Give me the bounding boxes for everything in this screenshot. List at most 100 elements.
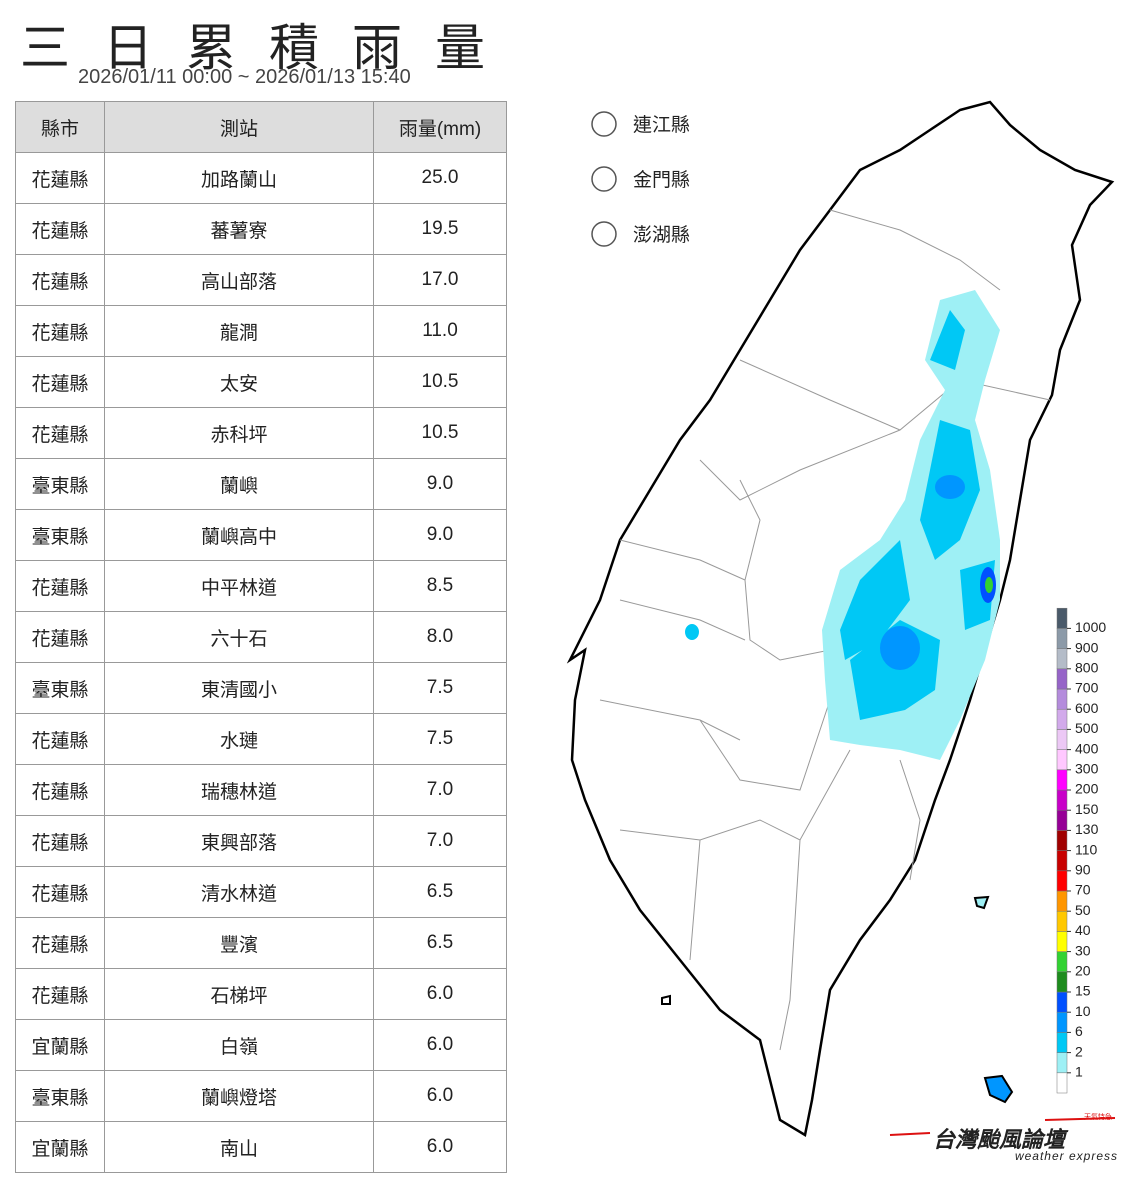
rainfall: 8.5 [373, 560, 507, 612]
legend-tick-label: 200 [1075, 781, 1099, 797]
title: 三日累積雨量 [20, 20, 518, 76]
legend-swatch [1056, 890, 1068, 912]
legend-swatch [1056, 1032, 1068, 1053]
column-header: 雨量(mm) [373, 101, 507, 153]
station: 東興部落 [104, 815, 374, 867]
legend-tick-label: 800 [1075, 660, 1099, 676]
rain-area [685, 290, 1000, 760]
station: 太安 [104, 356, 374, 408]
county: 臺東縣 [15, 458, 105, 510]
logo-tag: 天氣特急 [1084, 1112, 1112, 1121]
rainfall: 9.0 [373, 509, 507, 561]
taiwan [566, 100, 1115, 1137]
table-row: 花蓮縣 清水林道 6.5 [15, 866, 507, 918]
rainfall: 6.0 [373, 1019, 507, 1071]
rainfall: 8.0 [373, 611, 507, 663]
legend-swatch [1056, 850, 1068, 872]
rainfall: 10.5 [373, 356, 507, 408]
station: 石梯坪 [104, 968, 374, 1020]
legend-swatch [1056, 971, 1068, 993]
station: 龍澗 [104, 305, 374, 357]
legend-tick-label: 110 [1075, 841, 1098, 857]
legend-swatch [1056, 910, 1068, 932]
island-radio[interactable] [591, 166, 617, 192]
legend-swatch [1056, 1011, 1068, 1033]
legend-tick-label: 900 [1075, 639, 1099, 655]
legend-tick-label: 400 [1075, 740, 1099, 756]
rainfall: 7.0 [373, 815, 507, 867]
legend-swatch [1056, 668, 1068, 690]
legend-tick-label: 1000 [1075, 619, 1106, 635]
island-label[interactable]: 澎湖縣 [633, 224, 690, 246]
legend-swatch [1056, 749, 1068, 771]
orchid-island [983, 1074, 1014, 1104]
table-row: 花蓮縣 赤科坪 10.5 [15, 407, 507, 459]
table-row: 花蓮縣 加路蘭山 25.0 [15, 152, 507, 204]
district-lines [599, 209, 1051, 1051]
legend-swatch [1056, 991, 1068, 1013]
legend-tick-label: 1 [1075, 1064, 1083, 1080]
island-label[interactable]: 連江縣 [633, 114, 690, 136]
station: 豐濱 [104, 917, 374, 969]
island-label[interactable]: 金門縣 [633, 169, 690, 191]
legend-tick-label: 90 [1075, 862, 1091, 878]
rainfall: 11.0 [373, 305, 507, 357]
legend-swatch [1056, 830, 1068, 851]
rainfall: 17.0 [373, 254, 507, 306]
county: 花蓮縣 [15, 764, 105, 816]
legend-swatch [1056, 809, 1068, 831]
table-row: 花蓮縣 中平林道 8.5 [15, 560, 507, 612]
table-row: 花蓮縣 瑞穗林道 7.0 [15, 764, 507, 816]
island-radio[interactable] [591, 221, 617, 247]
table-row: 宜蘭縣 白嶺 6.0 [15, 1019, 507, 1071]
legend-tick-label: 130 [1075, 821, 1099, 837]
table-row: 臺東縣 蘭嶼 9.0 [15, 458, 507, 510]
table-row: 臺東縣 蘭嶼高中 9.0 [15, 509, 507, 561]
legend-tick-label: 70 [1075, 882, 1091, 898]
table-row: 花蓮縣 豐濱 6.5 [15, 917, 507, 969]
legend-tick-label: 50 [1075, 902, 1091, 918]
logo-line [1044, 1117, 1116, 1121]
county: 花蓮縣 [15, 917, 105, 969]
legend-tick-label: 700 [1075, 680, 1099, 696]
table-row: 花蓮縣 龍澗 11.0 [15, 305, 507, 357]
county: 花蓮縣 [15, 152, 105, 204]
rainfall: 6.5 [373, 917, 507, 969]
rain-heavy [935, 475, 965, 499]
legend-swatch [1056, 648, 1068, 670]
county: 花蓮縣 [15, 611, 105, 663]
legend-swatch [1056, 789, 1068, 811]
rain-medium [840, 310, 995, 720]
island-radio[interactable] [591, 111, 617, 137]
station: 蘭嶼高中 [104, 509, 374, 561]
county: 臺東縣 [15, 509, 105, 561]
table-row: 花蓮縣 太安 10.5 [15, 356, 507, 408]
county: 宜蘭縣 [15, 1121, 105, 1173]
rainfall: 6.0 [373, 1121, 507, 1173]
rain-table: 縣市 測站 雨量(mm) 花蓮縣 加路蘭山 25.0 花蓮縣 蕃薯寮 19.5 花蓮縣 高山部… [15, 101, 507, 1173]
logo-subtitle: weather express [1015, 1149, 1118, 1163]
county: 花蓮縣 [15, 968, 105, 1020]
liuqiu [661, 994, 671, 1005]
legend-tick-label: 6 [1075, 1023, 1083, 1039]
legend-tick-label: 2 [1075, 1043, 1083, 1059]
table-row: 宜蘭縣 南山 6.0 [15, 1121, 507, 1173]
station: 瑞穗林道 [104, 764, 374, 816]
rain-peak [985, 577, 993, 593]
legend-tick-label: 20 [1075, 963, 1091, 979]
rain-heavy [880, 626, 920, 670]
legend-swatch [1056, 607, 1068, 629]
table-row: 臺東縣 蘭嶼燈塔 6.0 [15, 1070, 507, 1122]
table-row: 花蓮縣 水璉 7.5 [15, 713, 507, 765]
legend-tick-label: 600 [1075, 700, 1099, 716]
county: 臺東縣 [15, 1070, 105, 1122]
station: 中平林道 [104, 560, 374, 612]
county: 宜蘭縣 [15, 1019, 105, 1071]
county: 花蓮縣 [15, 305, 105, 357]
legend-swatch [1056, 628, 1068, 649]
rainfall: 7.5 [373, 713, 507, 765]
station: 白嶺 [104, 1019, 374, 1071]
legend-swatch [1056, 729, 1068, 750]
